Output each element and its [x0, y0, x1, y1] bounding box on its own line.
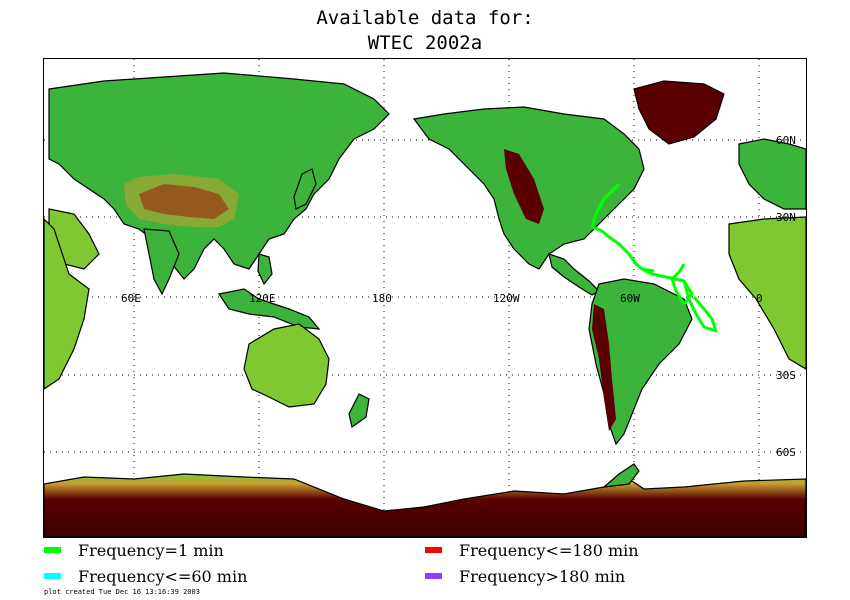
legend-swatch-green [44, 546, 61, 553]
landmass-philippines [257, 253, 273, 286]
legend-label: Frequency>180 min [459, 567, 626, 586]
map-frame: 60E 120E 180 120W 60W 0 60N 30N 30S 60S [43, 58, 807, 538]
landmass-antarctica [44, 473, 806, 537]
legend-swatch-purple [425, 572, 442, 579]
landmass-europe-west [738, 138, 806, 210]
landmass-japan [293, 168, 317, 210]
lon-label-0: 0 [756, 292, 763, 305]
terrain-plateau [124, 174, 239, 227]
legend-item-frequency-1min: Frequency=1 min [44, 542, 224, 560]
landmass-eurasia [48, 72, 390, 280]
landmass-central-america [548, 253, 600, 296]
lat-label-60s: 60S [776, 446, 796, 459]
track-line-atlantic [682, 280, 718, 333]
legend-swatch-red [425, 546, 442, 553]
landmass-india [143, 228, 180, 296]
longitude-labels: 60E 120E 180 120W 60W 0 [121, 292, 763, 305]
lon-label-180: 180 [372, 292, 392, 305]
land-masses [44, 72, 806, 537]
map-title-line-2: WTEC 2002a [367, 32, 483, 54]
legend-label: Frequency<=60 min [78, 567, 248, 586]
data-track [590, 182, 718, 333]
lon-label-60e: 60E [121, 292, 141, 305]
lat-label-30n: 30N [776, 211, 796, 224]
world-map: 60E 120E 180 120W 60W 0 60N 30N 30S 60S [44, 59, 806, 537]
terrain-andes [592, 304, 616, 431]
track-line-east-coast [590, 182, 655, 273]
landmass-africa-east [44, 218, 90, 390]
lat-label-60n: 60N [776, 134, 796, 147]
terrain-rockies [504, 149, 544, 224]
landmass-antarctic-peninsula [602, 463, 640, 488]
lat-label-30s: 30S [776, 369, 796, 382]
legend-item-frequency-over-180min: Frequency>180 min [425, 568, 625, 586]
lon-label-120e: 120E [249, 292, 276, 305]
map-title-line-1: Available data for: [316, 7, 534, 29]
legend-item-frequency-60min: Frequency<=60 min [44, 568, 247, 586]
lon-label-60w: 60W [620, 292, 640, 305]
legend-item-frequency-180min: Frequency<=180 min [425, 542, 639, 560]
landmass-greenland [633, 80, 725, 145]
landmass-indonesia [218, 288, 321, 330]
landmass-australia [243, 323, 330, 408]
legend-label: Frequency<=180 min [459, 541, 639, 560]
landmass-new-zealand [348, 393, 370, 429]
landmass-south-america [588, 278, 693, 446]
legend-swatch-cyan [44, 572, 61, 579]
lon-label-120w: 120W [493, 292, 520, 305]
latitude-labels: 60N 30N 30S 60S [776, 134, 796, 459]
plot-timestamp: plot created Tue Dec 16 13:16:39 2003 [44, 588, 200, 596]
legend-label: Frequency=1 min [78, 541, 224, 560]
landmass-africa-west [728, 216, 806, 370]
